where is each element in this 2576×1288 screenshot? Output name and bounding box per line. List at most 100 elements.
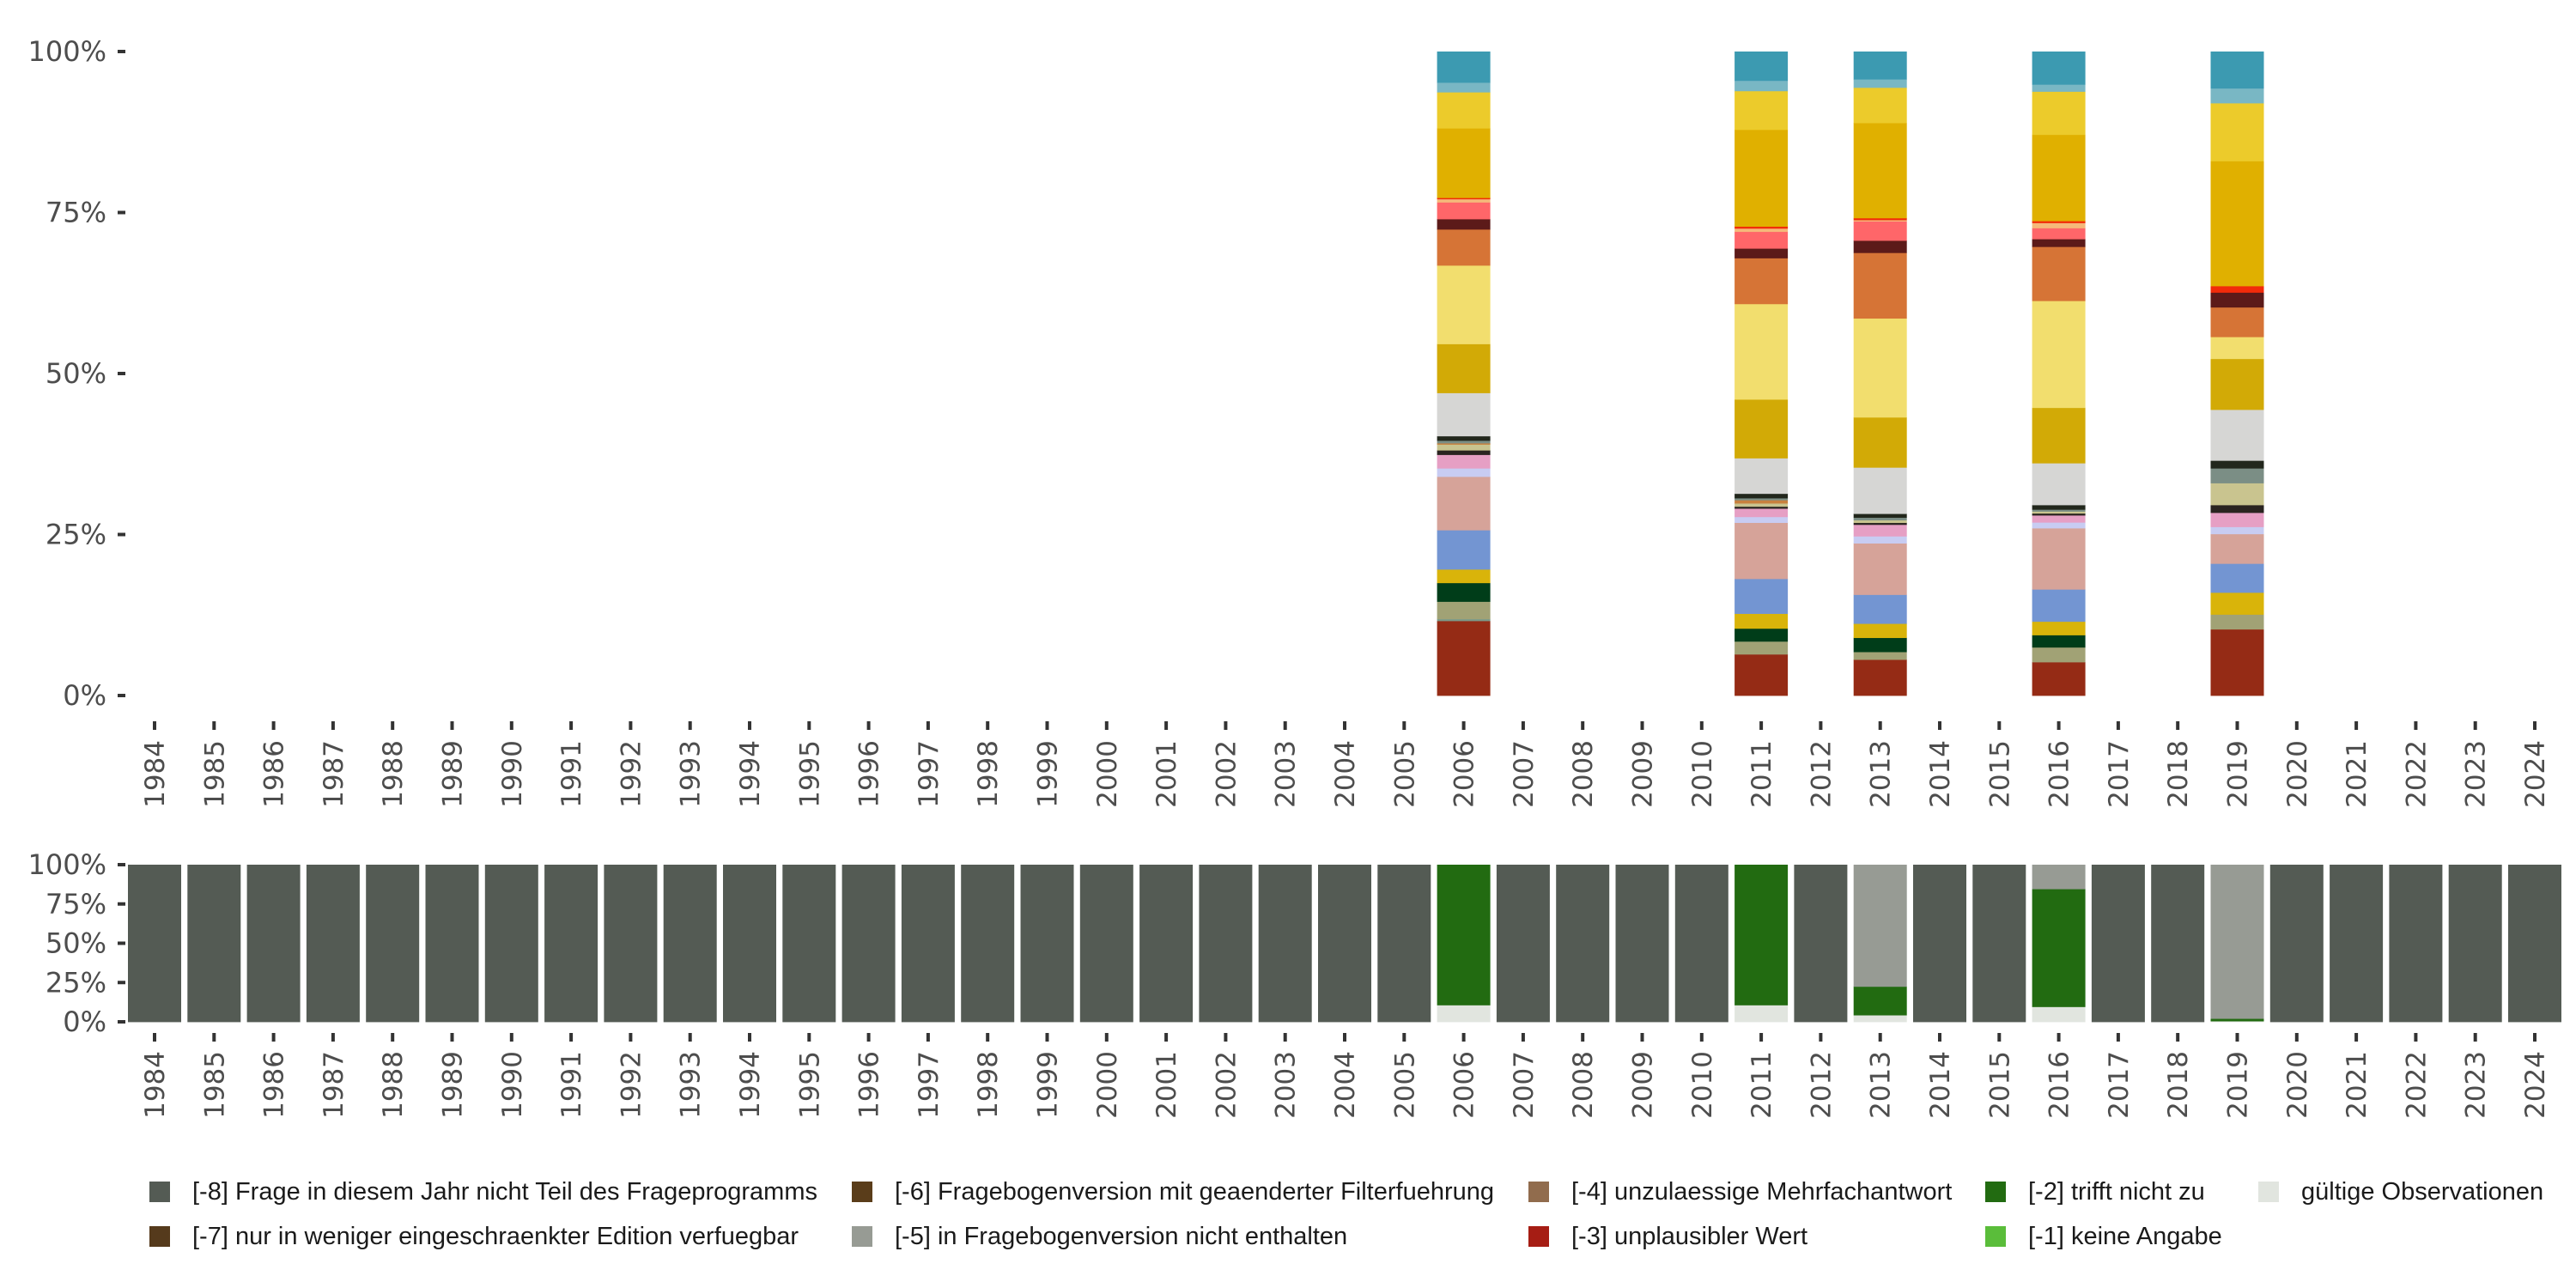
overview-xtick-label: 1994 — [735, 1051, 766, 1119]
overview-bar-segment-2019 — [2210, 865, 2264, 1019]
overview-bar-segment-2020 — [2269, 865, 2324, 1023]
detail-chart: 0% 25% 50% 75% 100% 1984 1985 1986 1987 1988 1989 1… — [28, 35, 2551, 808]
overview-xtick-label: 2004 — [1330, 1051, 1361, 1119]
detail-bar-segment-2011 — [1735, 231, 1789, 249]
detail-bar-segment-2013 — [1853, 524, 1907, 537]
detail-bar-segment-2016 — [2032, 505, 2086, 510]
detail-xtick-label: 2000 — [1092, 740, 1123, 808]
overview-ytick-label: 0% — [63, 1005, 106, 1038]
legend-label: [-3] unplausibler Wert — [1571, 1222, 1808, 1250]
detail-bar-segment-2013 — [1853, 543, 1907, 595]
detail-bar-segment-2011 — [1735, 506, 1789, 509]
detail-xtick-label: 1991 — [556, 740, 587, 808]
detail-bar-segment-2011 — [1735, 248, 1789, 258]
legend-item-valid: gültige Observationen — [2258, 1175, 2543, 1209]
overview-bar-segment-2004 — [1318, 865, 1371, 1023]
overview-xtick-label: 2016 — [2044, 1051, 2075, 1119]
overview-bar-segment-2006 — [1437, 1005, 1491, 1023]
legend-label: [-1] keine Angabe — [2028, 1222, 2222, 1250]
detail-bar-segment-2011 — [1735, 578, 1789, 614]
overview-bar-segment-1991 — [544, 865, 598, 1023]
overview-xtick-label: 2023 — [2461, 1051, 2492, 1119]
overview-bar-segment-2012 — [1794, 865, 1848, 1023]
detail-bar-segment-2011 — [1735, 226, 1789, 229]
detail-xtick-label: 2006 — [1449, 740, 1480, 808]
detail-xtick-label: 2021 — [2342, 740, 2372, 808]
detail-bar-segment-2006 — [1437, 197, 1491, 200]
detail-ytick-label: 25% — [46, 519, 106, 551]
detail-bar-segment-2011 — [1735, 258, 1789, 305]
legend-item-minus4: [-4] unzulaessige Mehrfachantwort — [1528, 1175, 1952, 1209]
detail-xtick-label: 2020 — [2282, 740, 2313, 808]
detail-bar-segment-2006 — [1437, 128, 1491, 198]
overview-xtick-label: 2019 — [2223, 1051, 2254, 1119]
detail-bar-segment-2016 — [2032, 228, 2086, 240]
overview-xtick-label: 2010 — [1687, 1051, 1718, 1119]
overview-bar-segment-1989 — [425, 865, 479, 1023]
detail-ytick-label: 0% — [63, 679, 106, 712]
detail-bar-segment-2013 — [1853, 467, 1907, 514]
overview-xtick-label: 1984 — [140, 1051, 171, 1119]
detail-bar-segment-2011 — [1735, 228, 1789, 233]
overview-xtick-label: 1989 — [438, 1051, 469, 1119]
overview-xtick-label: 2011 — [1747, 1051, 1777, 1119]
detail-xtick-label: 2014 — [1925, 740, 1956, 808]
detail-bar-segment-2013 — [1853, 637, 1907, 653]
detail-bar-segment-2011 — [1735, 90, 1789, 131]
detail-xtick-label: 1992 — [616, 740, 647, 808]
detail-bar-segment-2019 — [2210, 505, 2264, 513]
detail-bar-segment-2016 — [2032, 511, 2086, 514]
detail-bar-segment-2013 — [1853, 240, 1907, 253]
detail-bar-segment-2016 — [2032, 509, 2086, 512]
legend-swatch — [149, 1226, 170, 1247]
detail-bar-segment-2016 — [2032, 515, 2086, 523]
overview-xtick-label: 1996 — [854, 1051, 885, 1119]
legend-item-minus3: [-3] unplausibler Wert — [1528, 1219, 1807, 1254]
detail-bar-segment-2016 — [2032, 222, 2086, 228]
detail-bar-segment-2011 — [1735, 653, 1789, 696]
overview-bar-segment-2015 — [1972, 865, 2026, 1023]
detail-xtick-label: 1988 — [378, 740, 409, 808]
detail-bar-segment-2011 — [1735, 458, 1789, 495]
overview-xtick-label: 2002 — [1211, 1051, 1242, 1119]
overview-xtick-label: 1992 — [616, 1051, 647, 1119]
detail-xtick-label: 2009 — [1628, 740, 1659, 808]
detail-bar-segment-2006 — [1437, 530, 1491, 570]
detail-bar-segment-2013 — [1853, 220, 1907, 222]
overview-bar-segment-1986 — [246, 865, 301, 1023]
detail-bar-segment-2006 — [1437, 569, 1491, 584]
detail-bar-segment-2013 — [1853, 623, 1907, 639]
overview-xtick-label: 2014 — [1925, 1051, 1956, 1119]
detail-bar-segment-2013 — [1853, 652, 1907, 660]
overview-xtick-label: 2006 — [1449, 1051, 1480, 1119]
legend-swatch — [1985, 1226, 2006, 1247]
detail-bar-segment-2019 — [2210, 52, 2264, 89]
detail-xtick-label: 1985 — [199, 740, 230, 808]
detail-xtick-label: 2011 — [1747, 740, 1777, 808]
overview-bar-segment-1992 — [604, 865, 658, 1023]
overview-bar-segment-1998 — [961, 865, 1015, 1023]
overview-bar-segment-1995 — [782, 865, 836, 1023]
detail-bar-segment-2006 — [1437, 454, 1491, 469]
detail-bar-segment-2016 — [2032, 513, 2086, 516]
overview-bar-segment-2018 — [2151, 865, 2205, 1023]
detail-bar-segment-2019 — [2210, 483, 2264, 506]
overview-ytick-label: 50% — [46, 927, 106, 960]
detail-bar-segment-2016 — [2032, 528, 2086, 590]
detail-bar-segment-2016 — [2032, 91, 2086, 136]
legend-swatch — [149, 1182, 170, 1202]
detail-bar-segment-2013 — [1853, 659, 1907, 696]
detail-bar-segment-2006 — [1437, 621, 1491, 696]
detail-bar-segment-2013 — [1853, 123, 1907, 219]
detail-bar-segment-2013 — [1853, 522, 1907, 526]
detail-xtick-label: 2013 — [1866, 740, 1897, 808]
detail-bar-segment-2006 — [1437, 219, 1491, 230]
overview-ytick-label: 25% — [46, 966, 106, 999]
detail-bar-segment-2019 — [2210, 307, 2264, 337]
detail-xtick-label: 2002 — [1211, 740, 1242, 808]
overview-xtick-label: 2020 — [2282, 1051, 2313, 1119]
overview-xtick-label: 2013 — [1866, 1051, 1897, 1119]
overview-bar-segment-2005 — [1377, 865, 1431, 1023]
overview-xtick-label: 2015 — [1984, 1051, 2015, 1119]
